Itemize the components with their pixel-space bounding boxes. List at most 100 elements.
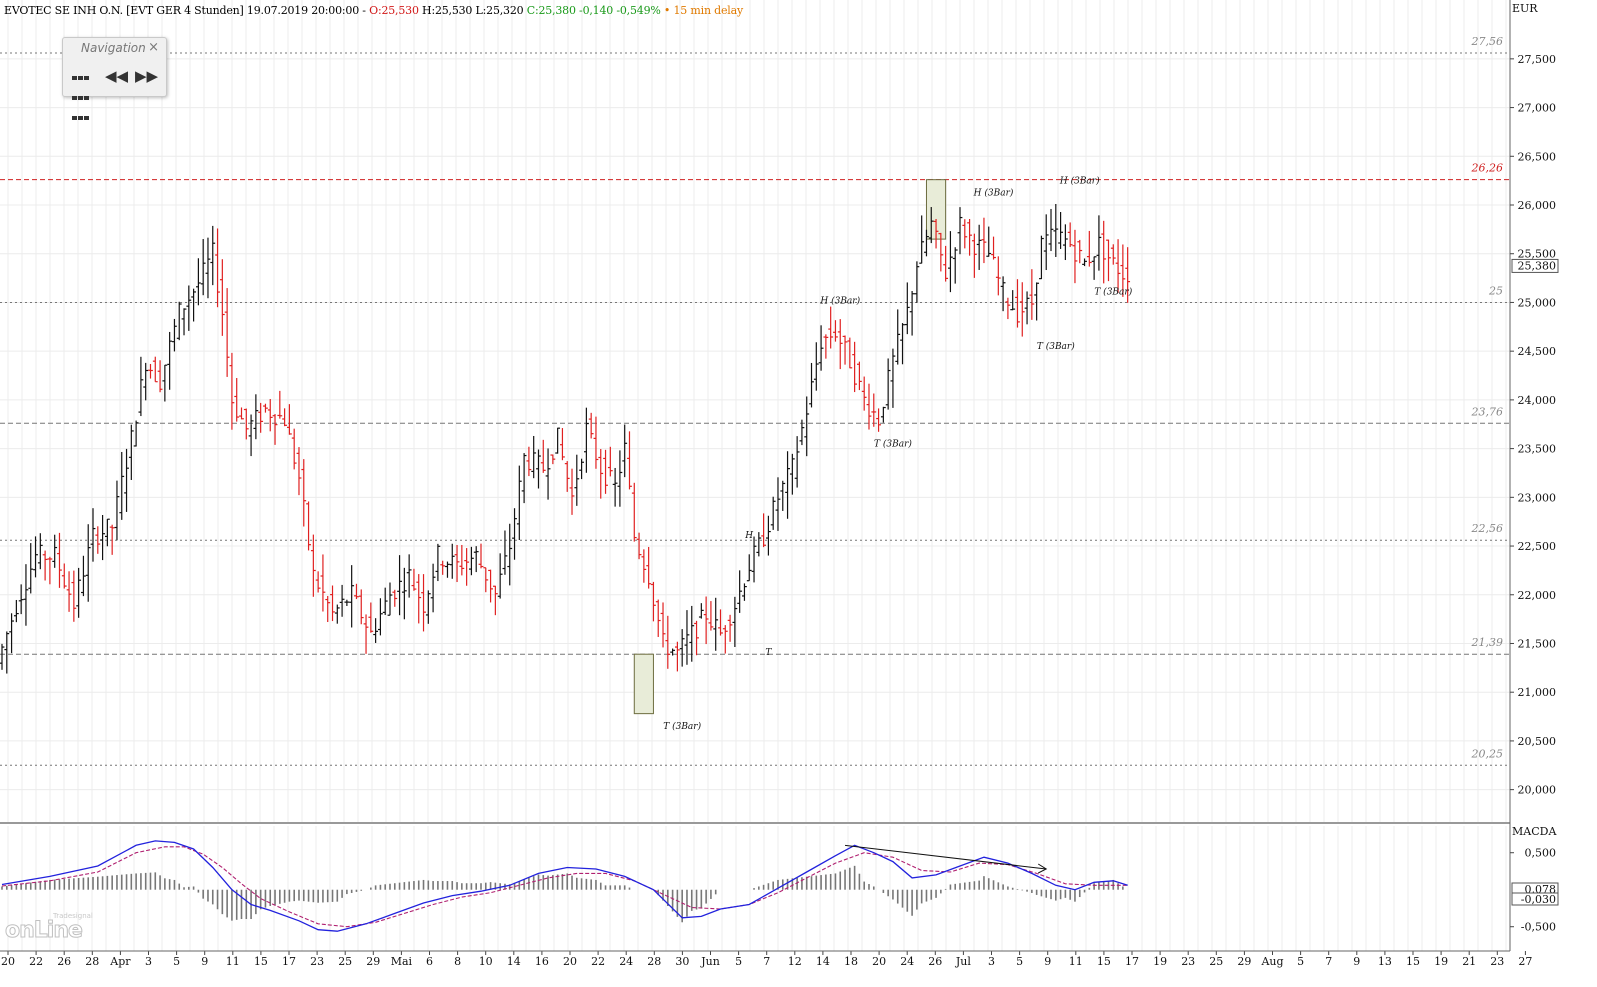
close-icon[interactable]: × [148, 40, 159, 55]
ohlc-bar [1110, 244, 1116, 265]
ohlc-bar [842, 335, 848, 365]
ohlc-bar [588, 412, 594, 439]
ohlc-bar [478, 543, 484, 569]
delay-notice: • 15 min delay [663, 4, 743, 17]
ohlc-bar [57, 532, 62, 588]
level-label: 21,39 [1471, 636, 1504, 649]
ohlc-bar [205, 237, 211, 299]
ohlc-bar [952, 247, 958, 284]
ohlc-bar [334, 604, 340, 624]
ohlc-bar [76, 567, 82, 618]
ohlc-bar [583, 407, 589, 473]
ohlc-bar [411, 568, 417, 591]
last-price-label: 25,380 [1518, 259, 1557, 272]
ohlc-bar [28, 543, 34, 594]
ohlc-bar [277, 390, 283, 419]
ohlc-bar [71, 570, 77, 622]
ohlc-bar [545, 448, 551, 500]
currency-label: EUR [1512, 2, 1538, 15]
price-tick-label: 22,500 [1518, 540, 1557, 553]
ohlc-bar [713, 597, 719, 651]
ohlc-bar [880, 406, 886, 423]
ohlc-bar [52, 534, 58, 568]
highlight-box [633, 653, 654, 715]
time-tick-label: 29 [1237, 955, 1251, 968]
ohlc-bar [358, 589, 364, 625]
fast-forward-icon[interactable]: ▶▶ [135, 67, 159, 85]
navigation-panel[interactable]: Navigation × ◀◀ ▶▶ [62, 37, 167, 120]
ohlc-bar [401, 567, 407, 620]
ohlc-bar [564, 461, 570, 492]
ohlc-bar [1120, 244, 1126, 297]
ohlc-bar [516, 465, 522, 540]
chart-header: EVOTEC SE INH O.N. [EVT GER 4 Stunden] 1… [4, 4, 743, 17]
ohlc-bar [1000, 276, 1006, 312]
price-tick-label: 25,000 [1518, 296, 1557, 309]
pattern-annotation: H (3Bar) [973, 187, 1014, 198]
ohlc-bar [732, 596, 738, 647]
ohlc-bar [684, 610, 690, 665]
macd-tick-label: 0,500 [1525, 847, 1557, 860]
ohlc-bar [368, 602, 374, 633]
macd-line [1, 840, 1128, 932]
ohlc-bar [756, 532, 762, 557]
ohlc-bar [167, 331, 173, 390]
ohlc-bar [258, 402, 264, 433]
ohlc-bar [928, 207, 934, 244]
ohlc-bar [1091, 256, 1097, 280]
ohlc-bar [186, 285, 192, 331]
price-tick-label: 25,500 [1518, 248, 1557, 261]
ohlc-bar [148, 363, 153, 379]
time-tick-label: 22 [591, 955, 605, 968]
ohlc-bar [1039, 235, 1044, 280]
ohlc-bar [13, 599, 19, 623]
ohlc-bar [1077, 239, 1083, 264]
ohlc-bar [81, 555, 86, 597]
ohlc-bar [962, 219, 968, 249]
ohlc-bar [114, 480, 120, 541]
ohlc-bar [521, 453, 527, 504]
price-tick-label: 21,500 [1518, 637, 1557, 650]
ohlc-bar [454, 544, 460, 583]
time-tick-label: 30 [675, 955, 689, 968]
time-tick-label: Mai [391, 955, 413, 968]
high-value: H:25,530 [422, 4, 473, 17]
pattern-annotation: H (3Bar) [819, 295, 860, 306]
ohlc-bar [622, 424, 628, 478]
ohlc-bar [1072, 229, 1078, 284]
macd-label: MACDA [1512, 825, 1557, 838]
ohlc-bar [387, 582, 393, 616]
ohlc-bar [397, 555, 402, 616]
ohlc-bar [708, 601, 714, 631]
ohlc-bar [109, 524, 115, 555]
ohlc-bar [373, 618, 379, 643]
ohlc-bar [33, 536, 38, 578]
ohlc-bar [263, 403, 268, 413]
ohlc-bar [1106, 239, 1111, 282]
ohlc-bar [1034, 282, 1040, 321]
time-tick-label: 22 [29, 955, 43, 968]
ohlc-bar [310, 534, 316, 597]
ohlc-bar [1082, 258, 1087, 267]
grid-menu-icon[interactable] [72, 66, 96, 120]
ohlc-bar [876, 408, 881, 432]
navigation-title: Navigation [81, 41, 146, 55]
ohlc-bar [780, 480, 786, 511]
level-label: 27,56 [1471, 35, 1504, 48]
ohlc-bar [579, 458, 584, 480]
time-tick-label: 28 [85, 955, 99, 968]
logo-small-text: Tradesignal [53, 912, 93, 920]
ohlc-bar [569, 468, 575, 515]
time-tick-label: 14 [507, 955, 521, 968]
last-price-box [1511, 258, 1559, 273]
rewind-icon[interactable]: ◀◀ [105, 67, 129, 85]
ohlc-bar [497, 553, 503, 599]
level-label: 23,76 [1471, 405, 1504, 418]
ohlc-bar [291, 428, 297, 470]
ohlc-bar [976, 224, 982, 270]
ohlc-bar [660, 602, 666, 648]
ohlc-bar [406, 554, 412, 598]
ohlc-bar [799, 419, 805, 446]
time-tick-label: 18 [844, 955, 858, 968]
